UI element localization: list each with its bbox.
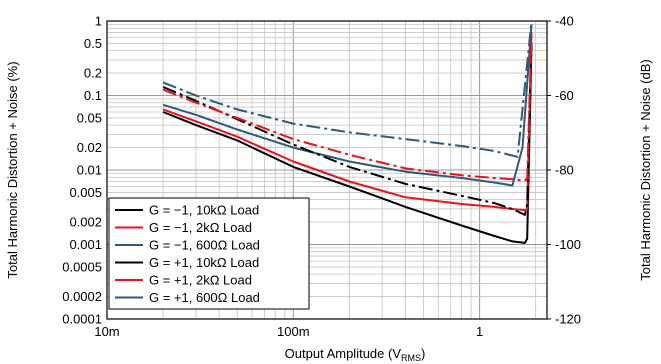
y-tick-label-left: 0.0005 (62, 259, 102, 274)
x-tick-label: 1 (476, 324, 483, 339)
left-tick-labels: 1 0.5 0.2 0.1 0.05 0.02 0.01 0.005 0.002 0.001 0.0… (62, 14, 102, 327)
series-line-4 (162, 43, 533, 216)
y-tick-label-left: 0.001 (69, 237, 102, 252)
legend-entry: G = −1, 600Ω Load (149, 238, 260, 253)
series-line-5 (162, 32, 533, 182)
legend-entry: G = −1, 10kΩ Load (149, 203, 259, 218)
legend-entry: G = −1, 2kΩ Load (149, 220, 252, 235)
legend-box (108, 197, 310, 310)
y-tick-label-left: 0.005 (69, 185, 102, 200)
y-tick-label-left: 0.0001 (62, 312, 102, 327)
x-tick-label: 10m (94, 324, 119, 339)
grid (106, 20, 547, 320)
x-axis-label-subscript: RMS (401, 353, 421, 363)
y-tick-label-left: 0.5 (84, 36, 102, 51)
series-line-2 (162, 32, 533, 212)
y-tick-label-left: 0.01 (77, 163, 102, 178)
legend-entry: G = +1, 600Ω Load (149, 290, 260, 305)
series-line-1 (162, 43, 533, 244)
y-axis-label-left: Total Harmonic Distortion + Noise (%) (5, 61, 20, 278)
y-axis-label-right: Total Harmonic Distortion + Noise (dB) (638, 59, 653, 280)
y-tick-label-right: -60 (555, 88, 574, 103)
legend-entry: G = +1, 2kΩ Load (149, 273, 252, 288)
legend: G = −1, 10kΩ Load G = −1, 2kΩ Load G = −1,… (108, 197, 310, 310)
y-tick-label-right: -120 (555, 312, 581, 327)
y-tick-label-left: 0.002 (69, 215, 102, 230)
y-tick-label-left: 0.1 (84, 88, 102, 103)
x-tick-labels: 10m 100m 1 (94, 324, 483, 339)
y-tick-label-left: 0.2 (84, 66, 102, 81)
series-layer (162, 20, 533, 244)
y-tick-label-left: 0.0002 (62, 289, 102, 304)
legend-entry: G = +1, 10kΩ Load (149, 255, 259, 270)
x-axis-label: Output Amplitude (VRMS) (285, 346, 426, 363)
y-tick-label-left: 1 (95, 14, 102, 29)
y-tick-label-right: -80 (555, 163, 574, 178)
series-line-3 (162, 24, 533, 187)
y-tick-label-left: 0.02 (77, 140, 102, 155)
y-tick-label-right: -100 (555, 237, 581, 252)
right-tick-labels: -40 -60 -80 -100 -120 (547, 14, 581, 327)
x-axis-label-main: Output Amplitude (V (285, 346, 402, 361)
y-tick-label-left: 0.05 (77, 110, 102, 125)
x-axis-label-close: ) (421, 346, 425, 361)
series-line-6 (162, 20, 533, 158)
x-tick-label: 100m (277, 324, 310, 339)
y-tick-label-right: -40 (555, 14, 574, 29)
